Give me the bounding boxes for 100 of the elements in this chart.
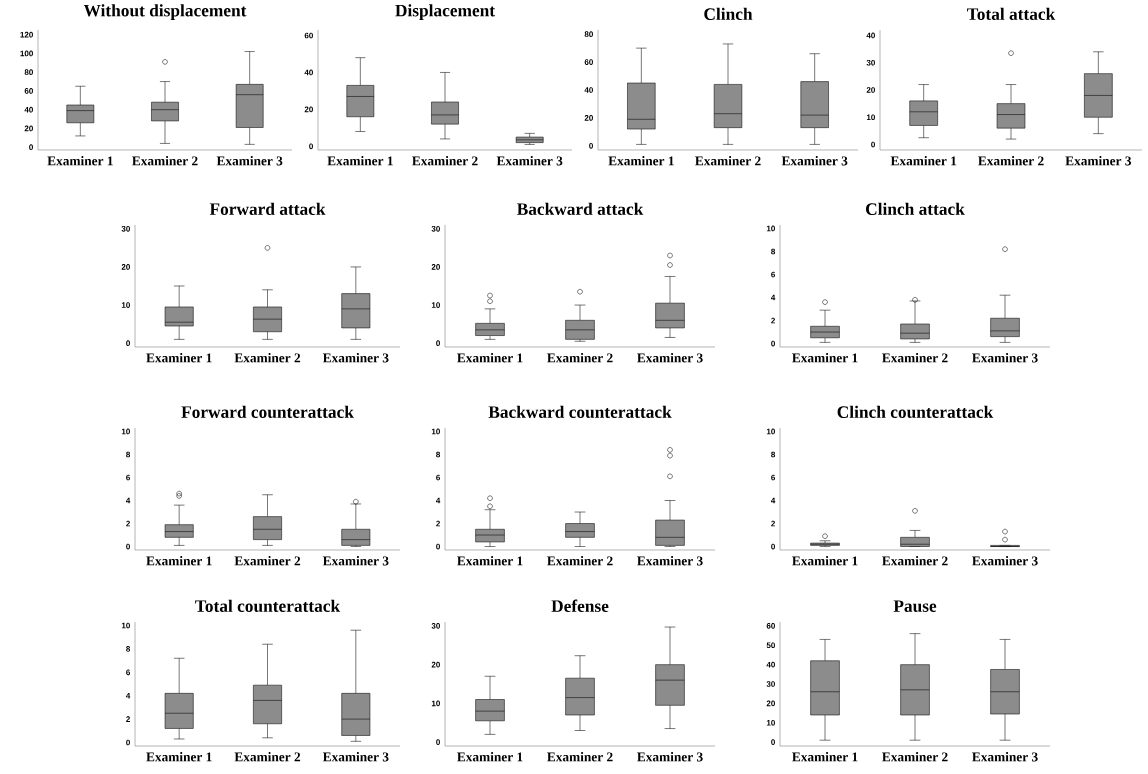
- y-tick-label: 6: [126, 669, 130, 676]
- y-tick-label: 20: [584, 115, 593, 121]
- x-tick-label: Examiner 1: [327, 156, 393, 166]
- y-tick-label: 60: [24, 88, 33, 94]
- y-tick-label: 60: [304, 32, 313, 39]
- y-tick-label: 4: [125, 692, 131, 699]
- chart-title: Clinch: [704, 7, 753, 20]
- y-tick-label: 10: [121, 428, 130, 435]
- chart-title: Forward attack: [209, 202, 326, 215]
- y-tick-label: 8: [126, 451, 131, 458]
- y-tick-label: 2: [771, 520, 775, 527]
- y-tick-label: 0: [771, 340, 775, 347]
- y-tick-label: 20: [304, 106, 313, 113]
- chart-title: Total counterattack: [195, 599, 341, 612]
- y-tick-label: 30: [866, 59, 875, 66]
- y-tick-label: 0: [29, 144, 33, 151]
- chart-title: Without displacement: [83, 4, 247, 20]
- y-tick-label: 10: [431, 700, 440, 707]
- chart-title: Backward counterattack: [488, 405, 672, 418]
- y-tick-label: 10: [866, 114, 875, 121]
- x-tick-label: Examiner 2: [412, 156, 478, 166]
- y-tick-label: 60: [766, 623, 775, 629]
- x-tick-label: Examiner 3: [322, 752, 389, 762]
- y-tick-label: 20: [766, 700, 775, 707]
- y-tick-label: 20: [866, 87, 875, 93]
- y-tick-label: 0: [309, 143, 313, 150]
- y-tick-label: 40: [866, 32, 875, 39]
- y-tick-label: 30: [431, 623, 440, 629]
- y-tick-label: 8: [771, 248, 776, 255]
- x-tick-label: Examiner 3: [972, 752, 1038, 762]
- y-tick-label: 6: [771, 474, 776, 481]
- y-tick-label: 0: [126, 543, 130, 550]
- y-tick-label: 120: [20, 31, 33, 38]
- x-tick-label: Examiner 1: [457, 353, 523, 363]
- x-tick-label: Examiner 3: [1065, 156, 1132, 166]
- x-tick-label: Examiner 1: [146, 752, 212, 762]
- chart-title: Defense: [551, 599, 609, 612]
- y-tick-label: 6: [771, 271, 776, 278]
- x-tick-label: Examiner 1: [146, 353, 212, 363]
- x-tick-label: Examiner 3: [322, 353, 389, 363]
- y-tick-label: 0: [589, 142, 593, 149]
- chart-title: Clinch counterattack: [837, 405, 994, 418]
- y-tick-label: 30: [766, 681, 775, 687]
- y-tick-label: 30: [121, 225, 130, 232]
- x-tick-label: Examiner 3: [781, 156, 848, 166]
- x-tick-label: Examiner 2: [882, 556, 948, 566]
- x-tick-label: Examiner 1: [457, 752, 523, 762]
- x-tick-label: Examiner 3: [216, 156, 283, 166]
- y-tick-label: 10: [766, 719, 775, 726]
- x-tick-label: Examiner 2: [132, 156, 198, 166]
- y-tick-label: 20: [431, 264, 440, 270]
- x-tick-label: Examiner 1: [890, 156, 957, 166]
- x-tick-label: Examiner 1: [457, 556, 523, 566]
- y-tick-label: 0: [436, 340, 440, 347]
- y-tick-label: 20: [121, 264, 130, 270]
- y-tick-label: 10: [121, 622, 130, 629]
- chart-title: Forward counterattack: [181, 405, 354, 418]
- y-tick-label: 0: [436, 543, 440, 550]
- chart-title: Total attack: [967, 7, 1056, 20]
- y-tick-label: 0: [436, 739, 440, 745]
- y-tick-label: 40: [584, 87, 593, 93]
- x-tick-label: Examiner 2: [547, 353, 613, 363]
- y-tick-label: 4: [770, 497, 776, 504]
- y-tick-label: 8: [436, 451, 441, 458]
- y-tick-label: 40: [24, 106, 33, 113]
- y-tick-label: 6: [126, 474, 130, 481]
- y-tick-label: 20: [24, 125, 33, 132]
- chart-title: Displacement: [395, 4, 495, 20]
- y-tick-label: 8: [126, 646, 131, 652]
- y-tick-label: 10: [431, 302, 440, 308]
- x-tick-label: Examiner 2: [695, 156, 761, 166]
- x-tick-label: Examiner 1: [146, 556, 212, 566]
- y-tick-label: 10: [121, 302, 130, 308]
- y-tick-label: 40: [766, 661, 775, 668]
- y-tick-label: 80: [24, 69, 33, 76]
- y-tick-label: 10: [766, 428, 775, 435]
- x-tick-label: Examiner 3: [972, 556, 1038, 566]
- y-tick-label: 4: [125, 497, 131, 504]
- x-tick-label: Examiner 1: [608, 156, 674, 166]
- chart-title: Pause: [893, 600, 937, 612]
- y-tick-label: 0: [771, 543, 775, 550]
- y-tick-label: 40: [304, 69, 313, 76]
- x-tick-label: Examiner 2: [234, 752, 301, 762]
- x-tick-label: Examiner 3: [637, 353, 703, 363]
- y-tick-label: 0: [771, 739, 775, 745]
- y-tick-label: 30: [431, 225, 440, 232]
- x-tick-label: Examiner 2: [547, 752, 613, 762]
- x-tick-label: Examiner 2: [882, 752, 948, 762]
- x-tick-label: Examiner 1: [47, 156, 113, 166]
- y-tick-label: 20: [431, 661, 440, 668]
- x-tick-label: Examiner 3: [322, 556, 389, 566]
- chart-title: Clinch attack: [866, 202, 965, 215]
- x-tick-label: Examiner 1: [792, 353, 858, 363]
- y-tick-label: 0: [126, 739, 130, 746]
- x-tick-label: Examiner 2: [234, 556, 301, 566]
- y-tick-label: 10: [766, 225, 775, 232]
- y-tick-label: 8: [771, 451, 776, 458]
- y-tick-label: 10: [431, 428, 440, 435]
- x-tick-label: Examiner 3: [496, 156, 563, 166]
- y-tick-label: 100: [20, 50, 33, 57]
